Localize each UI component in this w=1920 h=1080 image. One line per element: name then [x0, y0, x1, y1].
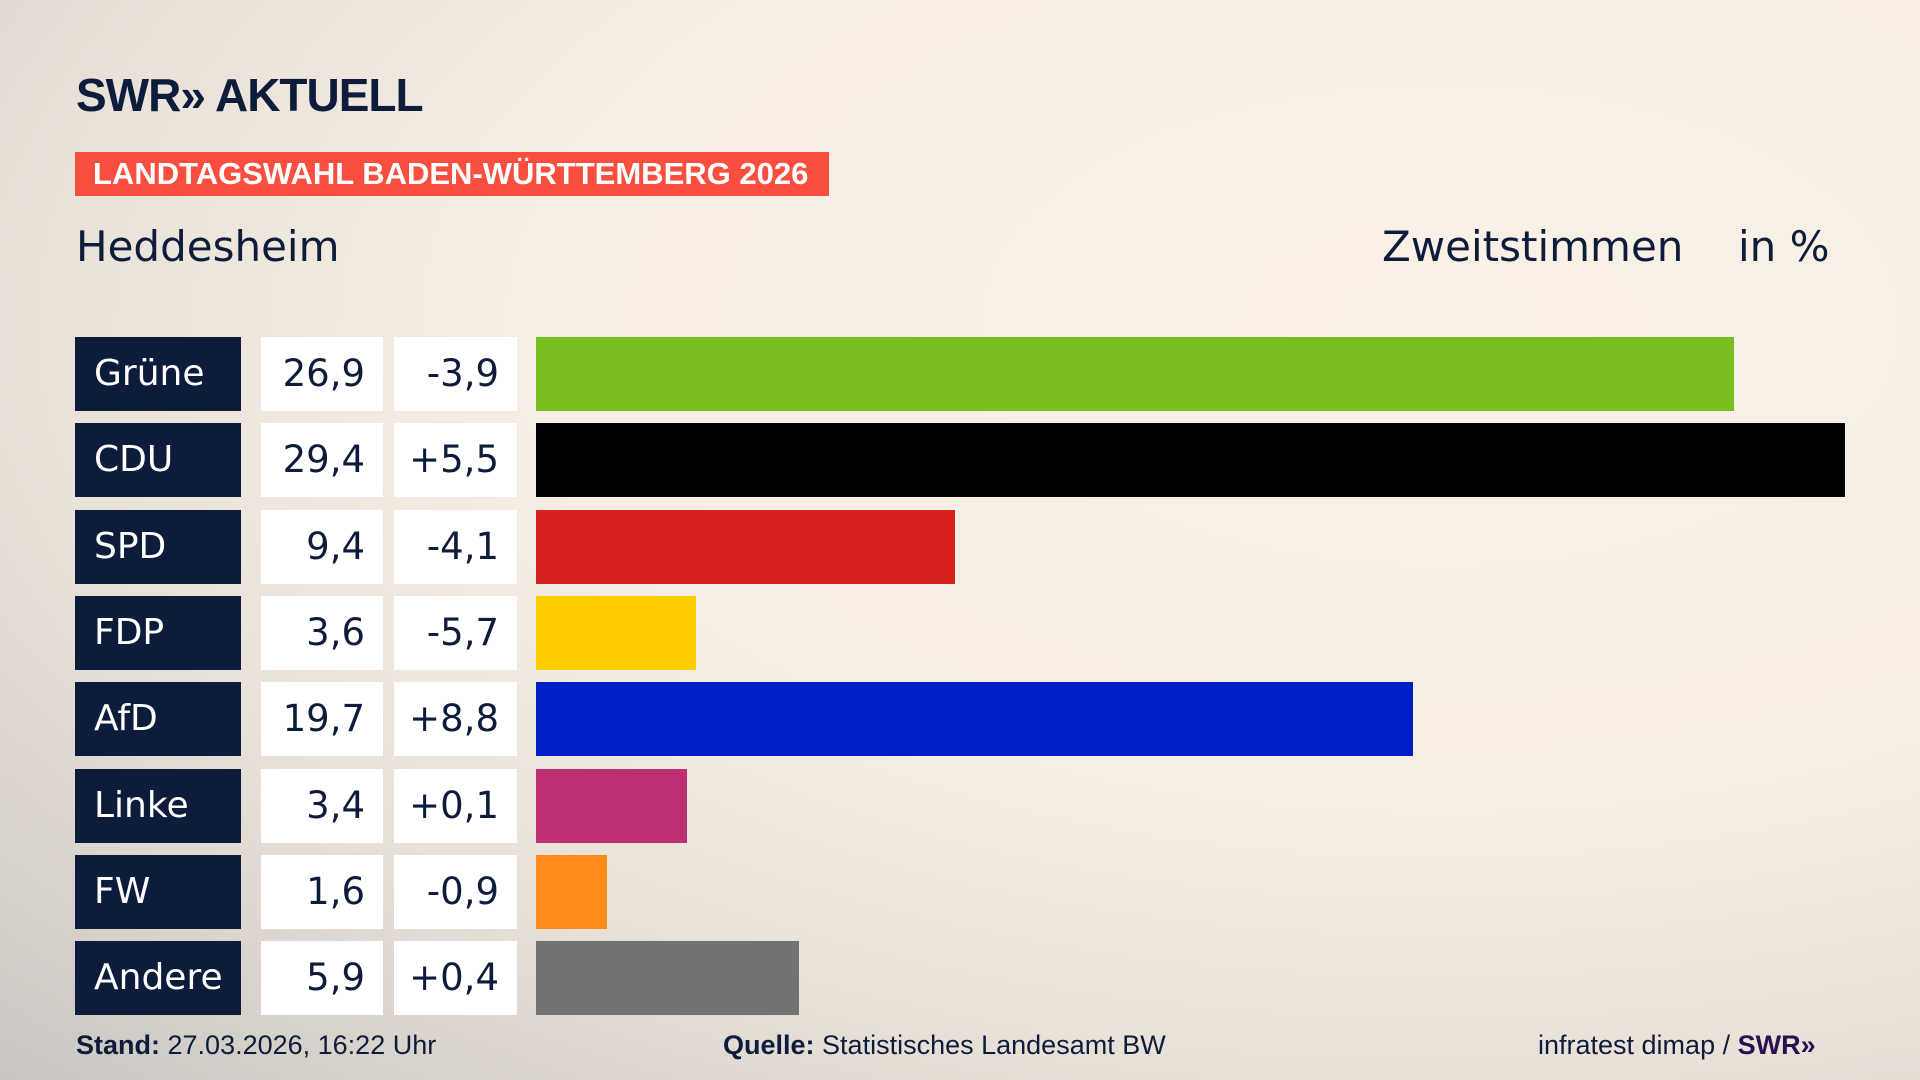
change-label: -5,7 [394, 595, 517, 670]
party-label: CDU [75, 423, 241, 498]
bar-cdu [536, 423, 1845, 498]
data-label: 1,6 [261, 854, 383, 929]
party-label: Andere [75, 941, 241, 1016]
change-label: -3,9 [394, 337, 517, 411]
bar-grüne [536, 337, 1734, 411]
election-banner: LANDTAGSWAHL BADEN-WÜRTTEMBERG 2026 [75, 152, 829, 196]
party-label: SPD [75, 509, 241, 584]
change-label: -0,9 [394, 854, 517, 929]
vote-type-label: Zweitstimmen [1382, 222, 1684, 271]
change-label: +0,1 [394, 768, 517, 843]
party-label: FW [75, 854, 241, 929]
swr-logo-small: SWR» [1737, 1030, 1816, 1060]
bar-afd [536, 682, 1414, 757]
timestamp: Stand: 27.03.2026, 16:22 Uhr [76, 1030, 436, 1061]
unit-label: in % [1738, 222, 1830, 271]
party-label: Grüne [75, 337, 241, 411]
bar-linke [536, 768, 688, 843]
stand-value: 27.03.2026, 16:22 Uhr [167, 1030, 437, 1060]
stand-label: Stand: [76, 1030, 160, 1060]
change-label: +0,4 [394, 941, 517, 1016]
credit-text: infratest dimap / [1538, 1030, 1738, 1060]
party-label: Linke [75, 768, 241, 843]
swr-aktuell-logo: SWR» AKTUELL [76, 69, 424, 121]
source-label: Quelle: [723, 1030, 815, 1060]
credit: infratest dimap / SWR» [1538, 1030, 1816, 1061]
party-label: FDP [75, 595, 241, 670]
party-label: AfD [75, 682, 241, 757]
source-value: Statistisches Landesamt BW [822, 1030, 1166, 1060]
place-title: Heddesheim [76, 222, 340, 271]
data-label: 29,4 [261, 423, 383, 498]
bar-andere [536, 941, 799, 1016]
change-label: +5,5 [394, 423, 517, 498]
bar-fdp [536, 595, 697, 670]
data-label: 3,4 [261, 768, 383, 843]
data-label: 9,4 [261, 509, 383, 584]
bar-fw [536, 854, 608, 929]
source: Quelle: Statistisches Landesamt BW [723, 1030, 1166, 1061]
data-label: 26,9 [261, 337, 383, 411]
data-label: 3,6 [261, 595, 383, 670]
change-label: -4,1 [394, 509, 517, 584]
bar-spd [536, 509, 955, 584]
data-label: 5,9 [261, 941, 383, 1016]
change-label: +8,8 [394, 682, 517, 757]
data-label: 19,7 [261, 682, 383, 757]
